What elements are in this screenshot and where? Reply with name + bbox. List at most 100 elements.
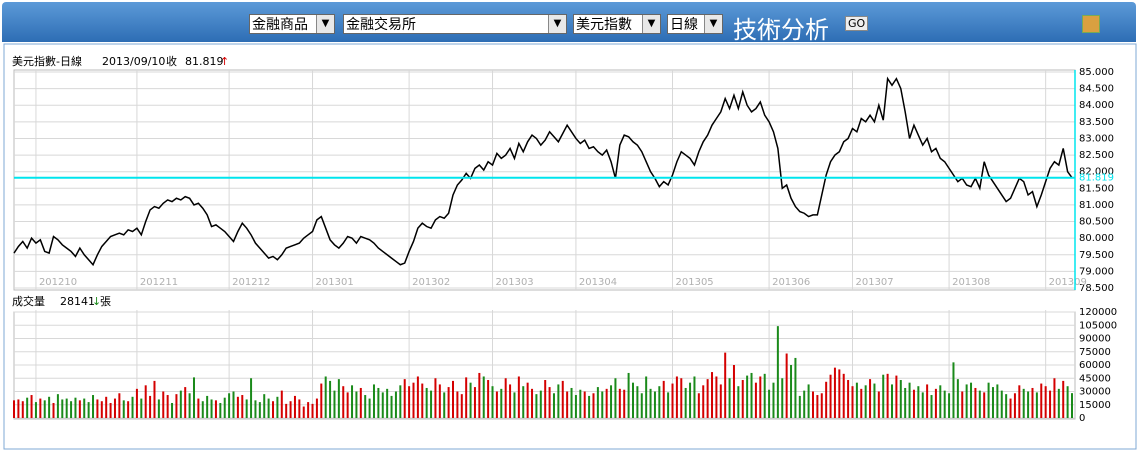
icon[interactable] xyxy=(1082,15,1100,33)
volume-bar xyxy=(122,400,125,418)
volume-bar xyxy=(425,387,428,418)
volume-bar xyxy=(811,391,814,418)
volume-bar xyxy=(320,383,323,418)
volume-bar xyxy=(254,400,257,418)
volume-bar xyxy=(509,384,512,418)
volume-bar xyxy=(724,352,727,418)
arrow: ↑ xyxy=(220,55,229,68)
volume-bar xyxy=(996,384,999,418)
volume-bar xyxy=(70,401,73,418)
y-tick-label: 79.500 xyxy=(1079,250,1114,261)
volume-bar xyxy=(214,400,217,418)
volume-bar xyxy=(583,391,586,418)
volume-bar xyxy=(285,403,288,418)
volume-bar xyxy=(952,362,955,418)
title: 技術分析 xyxy=(733,16,829,44)
panel xyxy=(3,43,1137,450)
volume-bar xyxy=(987,382,990,418)
volume-bar xyxy=(65,398,68,418)
volume-bar xyxy=(649,388,652,418)
y-tick-label: 82.500 xyxy=(1079,150,1114,161)
select[interactable]: 美元指數 ▼ xyxy=(573,14,661,34)
volume-bar xyxy=(197,398,200,418)
volume-bar xyxy=(473,387,476,418)
volume-bar xyxy=(873,383,876,418)
volume-bar xyxy=(364,395,367,418)
volume-bar xyxy=(847,380,850,418)
volume-bar xyxy=(166,395,169,418)
volume-bar xyxy=(298,399,301,418)
volume-bar xyxy=(478,372,481,418)
volume-bar xyxy=(689,382,692,418)
y-tick-label: 30000 xyxy=(1079,387,1111,398)
volume-bar xyxy=(759,376,762,418)
x-tick-label: 201304 xyxy=(579,277,617,288)
volume-bar xyxy=(869,379,872,418)
select[interactable]: 金融商品 ▼ xyxy=(249,14,335,34)
volume-bar xyxy=(706,379,709,418)
y-tick-label: 84.000 xyxy=(1079,100,1114,111)
volume-bar xyxy=(680,378,683,418)
y-tick-label: 85.000 xyxy=(1079,67,1114,78)
volume-bar xyxy=(899,380,902,418)
volume-bar xyxy=(746,375,749,418)
volume-bar xyxy=(877,391,880,418)
volume-bar xyxy=(855,382,858,418)
volume-bar xyxy=(333,390,336,418)
volume-bar xyxy=(930,395,933,418)
volume-bar xyxy=(728,378,731,418)
volume-bar xyxy=(579,389,582,418)
volume-bar xyxy=(232,391,235,418)
x-tick-label: 201210 xyxy=(39,277,77,288)
volume-bar xyxy=(750,372,753,418)
volume-bar xyxy=(228,393,231,418)
toolbar: 金融商品 ▼ 金融交易所 ▼ 美元指數 ▼ 日線 ▼ 技術分析 GO xyxy=(2,2,1136,44)
x-tick-label: 201307 xyxy=(855,277,893,288)
volume-bar xyxy=(408,386,411,418)
select[interactable]: 金融交易所 ▼ xyxy=(343,14,567,34)
volume-bar xyxy=(864,385,867,418)
volume-bar xyxy=(636,386,639,418)
volume-bar xyxy=(416,376,419,418)
volume-bar xyxy=(315,398,318,418)
volume-bar xyxy=(658,386,661,418)
volume-bar xyxy=(539,390,542,418)
volume-bar xyxy=(39,398,42,418)
select[interactable]: 日線 ▼ xyxy=(667,14,723,34)
volume-bar xyxy=(776,326,779,418)
volume-bar xyxy=(965,384,968,418)
volume-bar xyxy=(974,387,977,418)
volume-bar xyxy=(531,388,534,418)
volume-bar xyxy=(381,392,384,418)
volume-bar xyxy=(557,384,560,418)
volume-bar xyxy=(460,394,463,418)
volume-bar xyxy=(430,390,433,418)
volume-bar xyxy=(372,384,375,418)
volume-bar xyxy=(781,378,784,418)
volume-bar xyxy=(618,388,621,418)
volume-bar xyxy=(794,357,797,418)
go-button[interactable]: GO xyxy=(845,16,869,31)
volume-bar xyxy=(487,380,490,418)
volume-bar xyxy=(517,376,520,418)
volume-bar xyxy=(127,401,130,418)
y-tick-label: 90000 xyxy=(1079,334,1111,345)
arrow: ↓ xyxy=(92,295,101,308)
volume-bar xyxy=(368,398,371,418)
volume-bar xyxy=(456,391,459,418)
volume-bar xyxy=(113,398,116,418)
volume-bar xyxy=(289,401,292,418)
volume-bar xyxy=(377,387,380,418)
volume-bar xyxy=(482,376,485,418)
volume-bar xyxy=(671,383,674,418)
volume-bar xyxy=(258,402,261,418)
volume-bar xyxy=(188,393,191,418)
volume-bar xyxy=(140,398,143,418)
y-tick-label: 83.000 xyxy=(1079,133,1114,144)
volume-bar xyxy=(1062,380,1065,418)
volume-bar xyxy=(904,387,907,418)
volume-bar xyxy=(956,379,959,418)
volume-bar xyxy=(61,399,64,418)
volume-bar xyxy=(329,380,332,418)
volume-bar xyxy=(1005,394,1008,418)
